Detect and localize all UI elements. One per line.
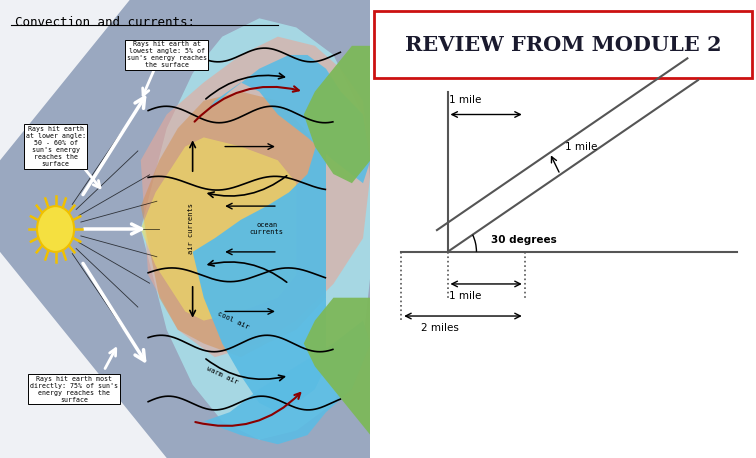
Text: 1 mile: 1 mile [450,95,482,105]
Polygon shape [0,0,130,160]
Text: cool air: cool air [217,311,250,331]
Polygon shape [141,18,370,440]
Text: Rays hit earth most
directly: 75% of sun's
energy reaches the
surface: Rays hit earth most directly: 75% of sun… [30,376,118,403]
Circle shape [37,206,74,252]
FancyBboxPatch shape [374,11,752,78]
Text: air currents: air currents [187,203,194,255]
Text: 30 degrees: 30 degrees [491,235,556,245]
Polygon shape [141,37,370,357]
Text: Rays hit earth
at lower angle:
50 - 60% of
sun's energy
reaches the
surface: Rays hit earth at lower angle: 50 - 60% … [26,126,85,167]
Text: Rays hit earth at
lowest angle: 5% of
sun's energy reaches
the surface: Rays hit earth at lowest angle: 5% of su… [127,42,206,68]
Text: 2 miles: 2 miles [420,323,458,333]
Polygon shape [193,92,326,412]
Polygon shape [304,46,370,183]
Text: 1 mile: 1 mile [565,142,597,152]
Polygon shape [0,252,166,458]
Polygon shape [141,137,296,321]
Polygon shape [141,92,326,357]
Polygon shape [204,55,370,183]
Polygon shape [185,321,370,444]
Text: warm air: warm air [206,365,239,386]
Text: ocean
currents: ocean currents [249,223,284,235]
Text: 1 mile: 1 mile [450,291,482,301]
Text: Convection and currents:: Convection and currents: [15,16,195,29]
Text: REVIEW FROM MODULE 2: REVIEW FROM MODULE 2 [405,35,721,55]
Polygon shape [304,298,370,435]
